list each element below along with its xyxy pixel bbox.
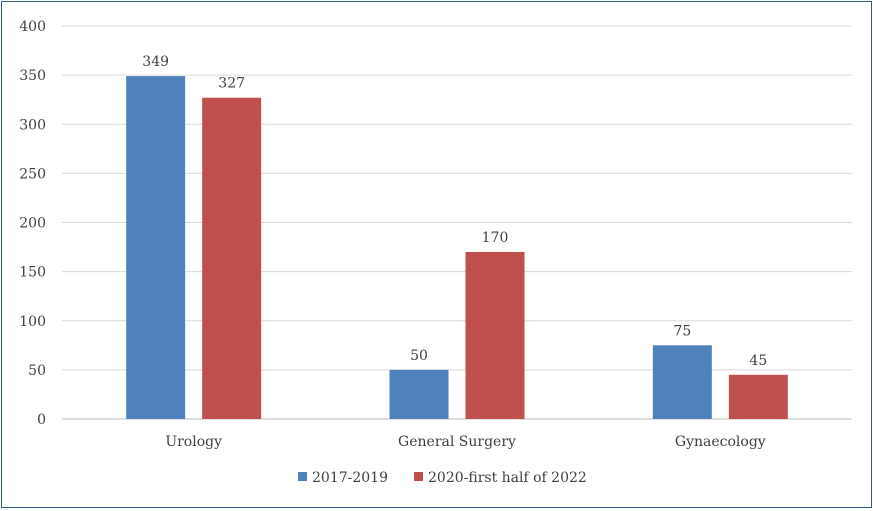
bars [126,76,788,420]
y-tick-label: 400 [19,19,46,35]
x-axis: Urology General Surgery Gynaecology [165,434,765,450]
bar-2-2 [465,251,525,419]
legend-label-2: 2020-first half of 2022 [428,470,587,486]
y-tick-label: 150 [19,265,46,281]
y-tick-label: 200 [19,216,46,232]
bar-2-1 [202,97,262,419]
data-label: 45 [749,353,767,369]
legend-swatch-1 [298,472,307,481]
data-label: 50 [410,348,428,364]
data-labels: 349 327 50 170 75 45 [142,54,767,369]
y-axis: 0 50 100 150 200 250 300 350 400 [19,19,46,428]
data-label: 75 [673,323,691,339]
bar-1-3 [652,345,712,419]
x-tick-label: General Surgery [398,434,516,450]
y-tick-label: 350 [19,68,46,84]
y-tick-label: 0 [37,412,46,428]
x-tick-label: Gynaecology [675,434,766,450]
bar-1-2 [389,369,449,419]
y-tick-label: 250 [19,166,46,182]
legend-label-1: 2017-2019 [312,470,388,486]
data-label: 349 [142,54,169,70]
data-label: 170 [482,230,509,246]
y-tick-label: 50 [28,363,46,379]
y-tick-label: 100 [19,314,46,330]
y-tick-label: 300 [19,117,46,133]
bar-2-3 [728,374,788,419]
legend: 2017-2019 2020-first half of 2022 [298,470,587,486]
x-tick-label: Urology [165,434,222,450]
gridlines [62,25,852,420]
data-label: 327 [218,76,245,92]
legend-swatch-2 [414,472,423,481]
bar-1-1 [126,76,186,420]
